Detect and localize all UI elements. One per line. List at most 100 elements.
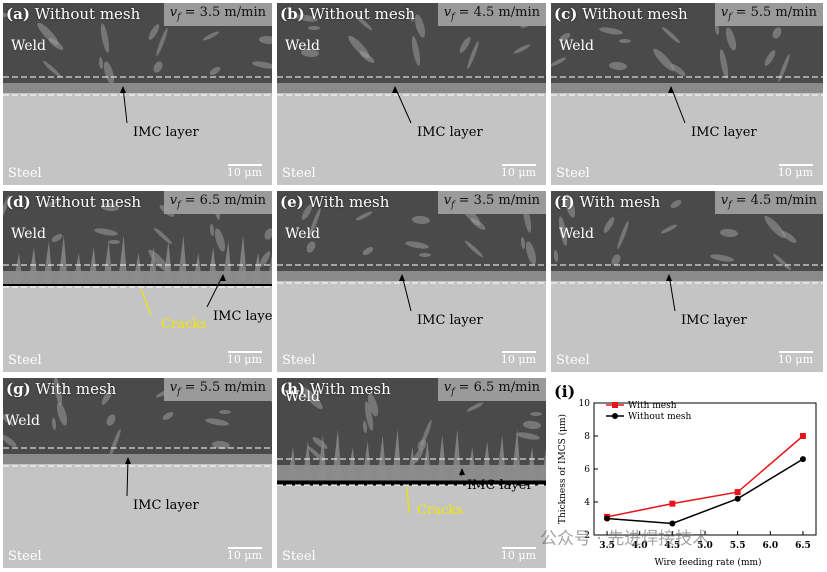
micrograph-image — [277, 378, 546, 568]
scale-bar: 10 μm — [778, 164, 813, 179]
data-point-without-mesh — [604, 515, 611, 522]
series-line-with-mesh — [606, 435, 804, 518]
weld-label: Weld — [5, 413, 40, 429]
speed-value: = 3.5 m/min — [458, 193, 540, 208]
scale-bar-text: 10 μm — [500, 166, 536, 179]
micrograph-image — [277, 3, 546, 185]
y-tick-label: 10 — [579, 399, 591, 409]
weld-label: Weld — [559, 38, 594, 54]
data-point-with-mesh — [799, 433, 806, 439]
scale-bar: 10 μm — [227, 164, 262, 179]
speed-symbol: v — [169, 380, 178, 395]
scale-bar-line — [779, 351, 813, 353]
legend-marker-without-mesh — [612, 413, 618, 419]
legend-label-with-mesh: With mesh — [628, 401, 677, 411]
speed-value: = 6.5 m/min — [184, 193, 266, 208]
data-point-with-mesh — [734, 489, 741, 496]
scale-bar-text: 10 μm — [226, 549, 262, 562]
weld-label: Weld — [11, 226, 46, 242]
scale-bar: 10 μm — [501, 164, 536, 179]
panel-heading: (d) Without mesh — [6, 193, 141, 211]
chart-legend: With mesh Without mesh — [606, 401, 692, 422]
micrograph-image — [277, 191, 546, 372]
scale-bar-text: 10 μm — [226, 353, 262, 366]
micrograph-panel-g: (g) With mesh vf = 5.5 m/min Weld IMC la… — [3, 378, 272, 568]
scale-bar: 10 μm — [227, 351, 262, 366]
speed-subscript: f — [728, 12, 732, 23]
panel-title: Without mesh — [34, 5, 141, 23]
panel-letter: (h) — [280, 380, 306, 398]
weld-label: Weld — [11, 38, 46, 54]
micrograph-panel-f: (f) With mesh vf = 4.5 m/min Weld IMC la… — [551, 191, 823, 372]
chart-x-axis-label: Wire feeding rate (mm) — [654, 557, 761, 568]
speed-value: = 5.5 m/min — [184, 380, 266, 395]
speed-label: vf = 3.5 m/min — [163, 3, 272, 26]
steel-label: Steel — [556, 353, 590, 368]
imc-layer-label: IMC layer — [467, 478, 533, 493]
steel-label: Steel — [282, 549, 316, 564]
scale-bar: 10 μm — [501, 351, 536, 366]
speed-symbol: v — [443, 193, 452, 208]
panel-title: Without mesh — [582, 5, 688, 23]
imc-layer-label: IMC layer — [691, 125, 757, 140]
imc-layer-label: IMC layer — [133, 498, 199, 513]
imc-layer-label: IMC layer — [417, 313, 483, 328]
speed-value: = 4.5 m/min — [458, 5, 540, 20]
steel-label: Steel — [282, 353, 316, 368]
speed-symbol: v — [443, 380, 452, 395]
speed-label: vf = 6.5 m/min — [437, 378, 546, 401]
panel-heading: (f) With mesh — [554, 193, 660, 211]
panel-heading: (h) With mesh — [280, 380, 391, 398]
speed-value: = 3.5 m/min — [184, 5, 266, 20]
panel-heading: (e) With mesh — [280, 193, 389, 211]
panel-letter: (a) — [6, 5, 30, 23]
scale-bar-line — [779, 164, 813, 166]
micrograph-panel-c: (c) Without mesh vf = 5.5 m/min Weld IMC… — [551, 3, 823, 185]
scale-bar-text: 10 μm — [500, 549, 536, 562]
scale-bar-text: 10 μm — [777, 353, 813, 366]
steel-label: Steel — [282, 166, 316, 181]
panel-heading: (a) Without mesh — [6, 5, 140, 23]
x-tick-label: 3.5 — [599, 541, 615, 551]
y-tick-label: 2 — [584, 531, 590, 541]
speed-subscript: f — [177, 200, 181, 211]
scale-bar-line — [502, 351, 536, 353]
micrograph-image — [3, 191, 272, 372]
speed-value: = 4.5 m/min — [735, 193, 817, 208]
panel-heading: (c) Without mesh — [554, 5, 688, 23]
imc-layer-label: IMC layer — [681, 313, 747, 328]
scale-bar-text: 10 μm — [777, 166, 813, 179]
speed-label: vf = 5.5 m/min — [163, 378, 272, 401]
scale-bar: 10 μm — [227, 547, 262, 562]
micrograph-panel-h: (h) With mesh vf = 6.5 m/min Weld IMC la… — [277, 378, 546, 568]
panel-title: With mesh — [309, 380, 391, 398]
data-point-without-mesh — [734, 495, 741, 502]
micrograph-image — [551, 191, 823, 372]
x-tick-label: 5.5 — [730, 541, 746, 551]
steel-label: Steel — [8, 353, 42, 368]
speed-subscript: f — [451, 200, 455, 211]
scale-bar-line — [502, 164, 536, 166]
chart-panel-i: (i) 2 4 6 8 10 3.5 4.0 4.5 5.0 5.5 6.0 6.5 With me… — [552, 381, 823, 568]
speed-symbol: v — [720, 5, 729, 20]
panel-heading: (b) Without mesh — [280, 5, 415, 23]
panel-title: With mesh — [35, 380, 117, 398]
panel-title: With mesh — [308, 193, 390, 211]
data-point-with-mesh — [669, 500, 676, 507]
scale-bar-text: 10 μm — [226, 166, 262, 179]
micrograph-panel-e: (e) With mesh vf = 3.5 m/min Weld IMC la… — [277, 191, 546, 372]
speed-label: vf = 5.5 m/min — [714, 3, 823, 26]
steel-label: Steel — [556, 166, 590, 181]
panel-letter: (b) — [280, 5, 305, 23]
speed-subscript: f — [728, 200, 732, 211]
panel-title: Without mesh — [35, 193, 142, 211]
speed-subscript: f — [451, 387, 455, 398]
speed-subscript: f — [177, 12, 181, 23]
imc-layer-label: IMC layer — [213, 309, 272, 324]
speed-label: vf = 6.5 m/min — [163, 191, 272, 214]
speed-label: vf = 4.5 m/min — [714, 191, 823, 214]
chart-axes-frame — [593, 402, 817, 536]
micrograph-image — [551, 3, 823, 185]
weld-label: Weld — [285, 226, 320, 242]
x-tick-label: 5.0 — [697, 541, 713, 551]
